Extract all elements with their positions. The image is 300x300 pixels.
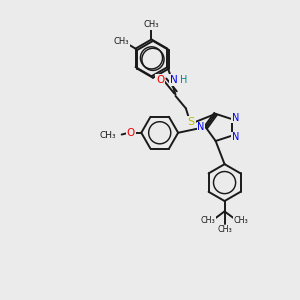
Text: N: N bbox=[197, 122, 205, 132]
Text: CH₃: CH₃ bbox=[113, 37, 129, 46]
Text: CH₃: CH₃ bbox=[144, 20, 159, 29]
Text: CH₃: CH₃ bbox=[99, 130, 116, 140]
Text: CH₃: CH₃ bbox=[233, 216, 248, 225]
Text: N: N bbox=[232, 112, 239, 122]
Text: H: H bbox=[179, 75, 187, 85]
Text: N: N bbox=[232, 132, 239, 142]
Text: CH₃: CH₃ bbox=[201, 216, 216, 225]
Text: N: N bbox=[170, 75, 178, 85]
Text: CH₃: CH₃ bbox=[217, 225, 232, 234]
Text: S: S bbox=[188, 117, 195, 127]
Text: O: O bbox=[127, 128, 135, 138]
Text: O: O bbox=[156, 75, 164, 85]
